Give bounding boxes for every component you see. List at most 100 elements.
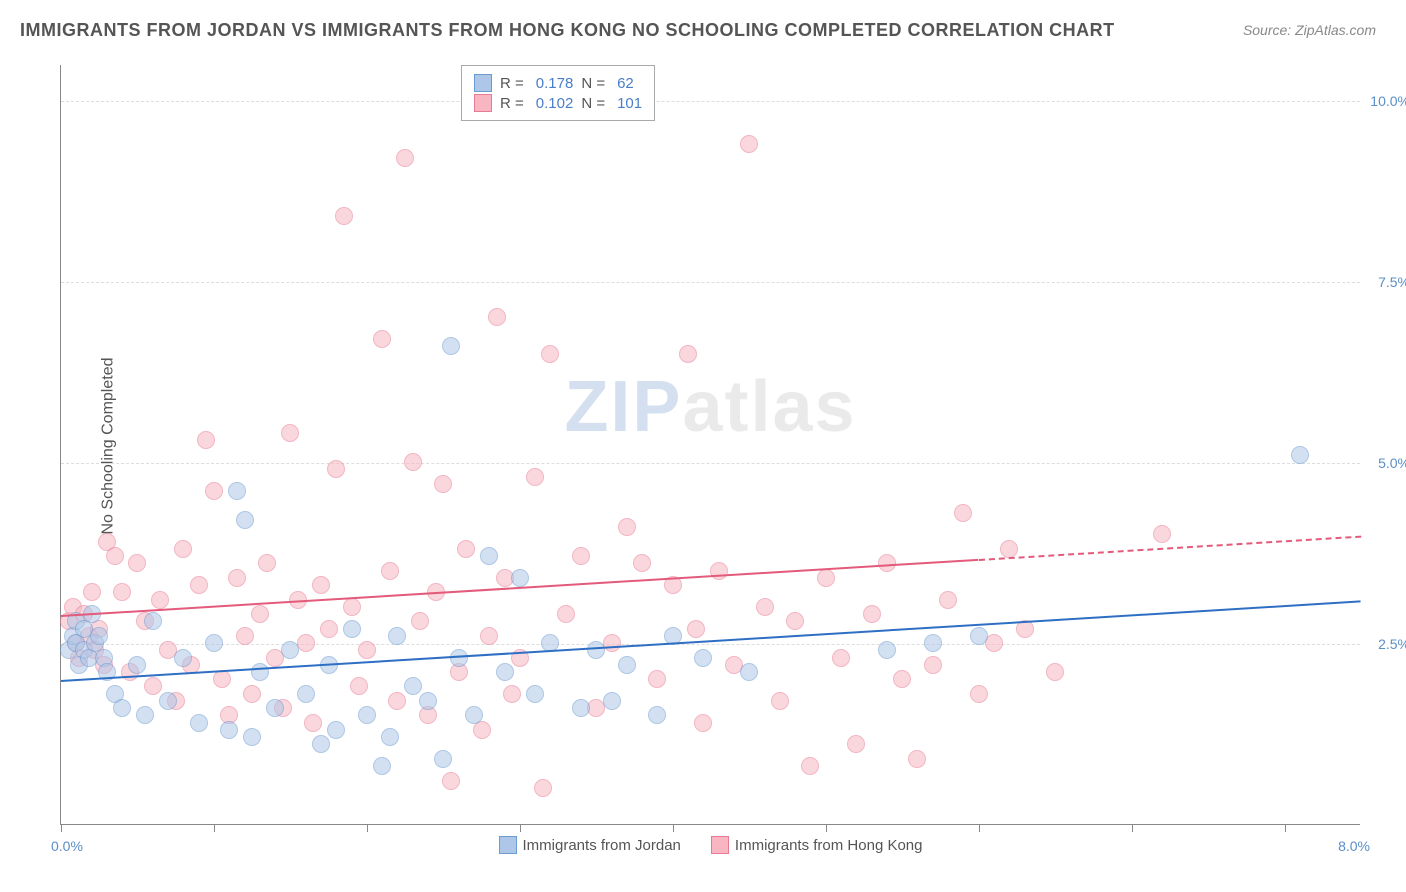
jordan-point bbox=[740, 663, 758, 681]
hongkong-point bbox=[480, 627, 498, 645]
jordan-point bbox=[434, 750, 452, 768]
jordan-point bbox=[465, 706, 483, 724]
jordan-point bbox=[1291, 446, 1309, 464]
legend-row-jordan: R = 0.178 N = 62 bbox=[474, 74, 642, 92]
hongkong-point bbox=[771, 692, 789, 710]
hongkong-point bbox=[236, 627, 254, 645]
hongkong-point bbox=[205, 482, 223, 500]
hongkong-point bbox=[939, 591, 957, 609]
jordan-point bbox=[243, 728, 261, 746]
jordan-point bbox=[388, 627, 406, 645]
hongkong-point bbox=[534, 779, 552, 797]
jordan-point bbox=[442, 337, 460, 355]
jordan-point bbox=[266, 699, 284, 717]
hongkong-point bbox=[740, 135, 758, 153]
x-tick bbox=[826, 824, 827, 832]
hongkong-point bbox=[281, 424, 299, 442]
swatch-icon bbox=[711, 836, 729, 854]
swatch-icon bbox=[474, 74, 492, 92]
hongkong-point bbox=[358, 641, 376, 659]
hongkong-point bbox=[388, 692, 406, 710]
legend-label: Immigrants from Jordan bbox=[523, 837, 681, 854]
source-attribution: Source: ZipAtlas.com bbox=[1243, 22, 1376, 38]
hongkong-point bbox=[258, 554, 276, 572]
hongkong-point bbox=[174, 540, 192, 558]
jordan-point bbox=[281, 641, 299, 659]
hongkong-point bbox=[457, 540, 475, 558]
hongkong-point bbox=[373, 330, 391, 348]
n-label: N = bbox=[581, 95, 605, 112]
hongkong-point bbox=[312, 576, 330, 594]
y-tick-label: 5.0% bbox=[1378, 455, 1406, 471]
jordan-point bbox=[251, 663, 269, 681]
jordan-point bbox=[144, 612, 162, 630]
jordan-point bbox=[381, 728, 399, 746]
hongkong-point bbox=[251, 605, 269, 623]
watermark-atlas: atlas bbox=[682, 367, 856, 447]
jordan-point bbox=[480, 547, 498, 565]
jordan-point bbox=[136, 706, 154, 724]
hongkong-point bbox=[954, 504, 972, 522]
hongkong-point bbox=[304, 714, 322, 732]
hongkong-point bbox=[526, 468, 544, 486]
jordan-point bbox=[373, 757, 391, 775]
jordan-point bbox=[618, 656, 636, 674]
jordan-point bbox=[327, 721, 345, 739]
x-tick bbox=[1285, 824, 1286, 832]
gridline bbox=[61, 644, 1360, 645]
x-axis-min-label: 0.0% bbox=[51, 838, 83, 854]
hongkong-point bbox=[350, 677, 368, 695]
hongkong-point bbox=[335, 207, 353, 225]
hongkong-point bbox=[503, 685, 521, 703]
hongkong-point bbox=[343, 598, 361, 616]
hongkong-point bbox=[411, 612, 429, 630]
correlation-legend: R = 0.178 N = 62 R = 0.102 N = 101 bbox=[461, 65, 655, 121]
hongkong-point bbox=[404, 453, 422, 471]
hongkong-point bbox=[144, 677, 162, 695]
hongkong-point bbox=[817, 569, 835, 587]
jordan-point bbox=[228, 482, 246, 500]
hongkong-point bbox=[847, 735, 865, 753]
hongkong-point bbox=[1000, 540, 1018, 558]
hongkong-point bbox=[832, 649, 850, 667]
jordan-point bbox=[603, 692, 621, 710]
x-tick bbox=[520, 824, 521, 832]
jordan-point bbox=[205, 634, 223, 652]
hongkong-point bbox=[434, 475, 452, 493]
jordan-point bbox=[648, 706, 666, 724]
hongkong-point bbox=[1046, 663, 1064, 681]
hongkong-point bbox=[128, 554, 146, 572]
hongkong-point bbox=[83, 583, 101, 601]
x-tick bbox=[673, 824, 674, 832]
jordan-point bbox=[113, 699, 131, 717]
hongkong-point bbox=[197, 431, 215, 449]
hongkong-point bbox=[648, 670, 666, 688]
legend-item-hongkong: Immigrants from Hong Kong bbox=[711, 836, 923, 854]
jordan-point bbox=[572, 699, 590, 717]
hongkong-point bbox=[756, 598, 774, 616]
swatch-icon bbox=[499, 836, 517, 854]
chart-title: IMMIGRANTS FROM JORDAN VS IMMIGRANTS FRO… bbox=[20, 20, 1115, 41]
jordan-point bbox=[970, 627, 988, 645]
n-value: 62 bbox=[617, 75, 634, 92]
y-tick-label: 7.5% bbox=[1378, 274, 1406, 290]
x-tick bbox=[214, 824, 215, 832]
watermark: ZIPatlas bbox=[564, 366, 856, 448]
x-axis-max-label: 8.0% bbox=[1338, 838, 1370, 854]
legend-item-jordan: Immigrants from Jordan bbox=[499, 836, 681, 854]
r-value: 0.178 bbox=[536, 75, 574, 92]
x-tick bbox=[61, 824, 62, 832]
jordan-point bbox=[924, 634, 942, 652]
n-label: N = bbox=[581, 75, 605, 92]
watermark-zip: ZIP bbox=[564, 367, 682, 447]
jordan-point bbox=[312, 735, 330, 753]
gridline bbox=[61, 282, 1360, 283]
hongkong-point bbox=[327, 460, 345, 478]
jordan-point bbox=[358, 706, 376, 724]
jordan-point bbox=[90, 627, 108, 645]
jordan-point bbox=[220, 721, 238, 739]
jordan-point bbox=[190, 714, 208, 732]
jordan-point bbox=[496, 663, 514, 681]
jordan-point bbox=[419, 692, 437, 710]
hongkong-point bbox=[924, 656, 942, 674]
